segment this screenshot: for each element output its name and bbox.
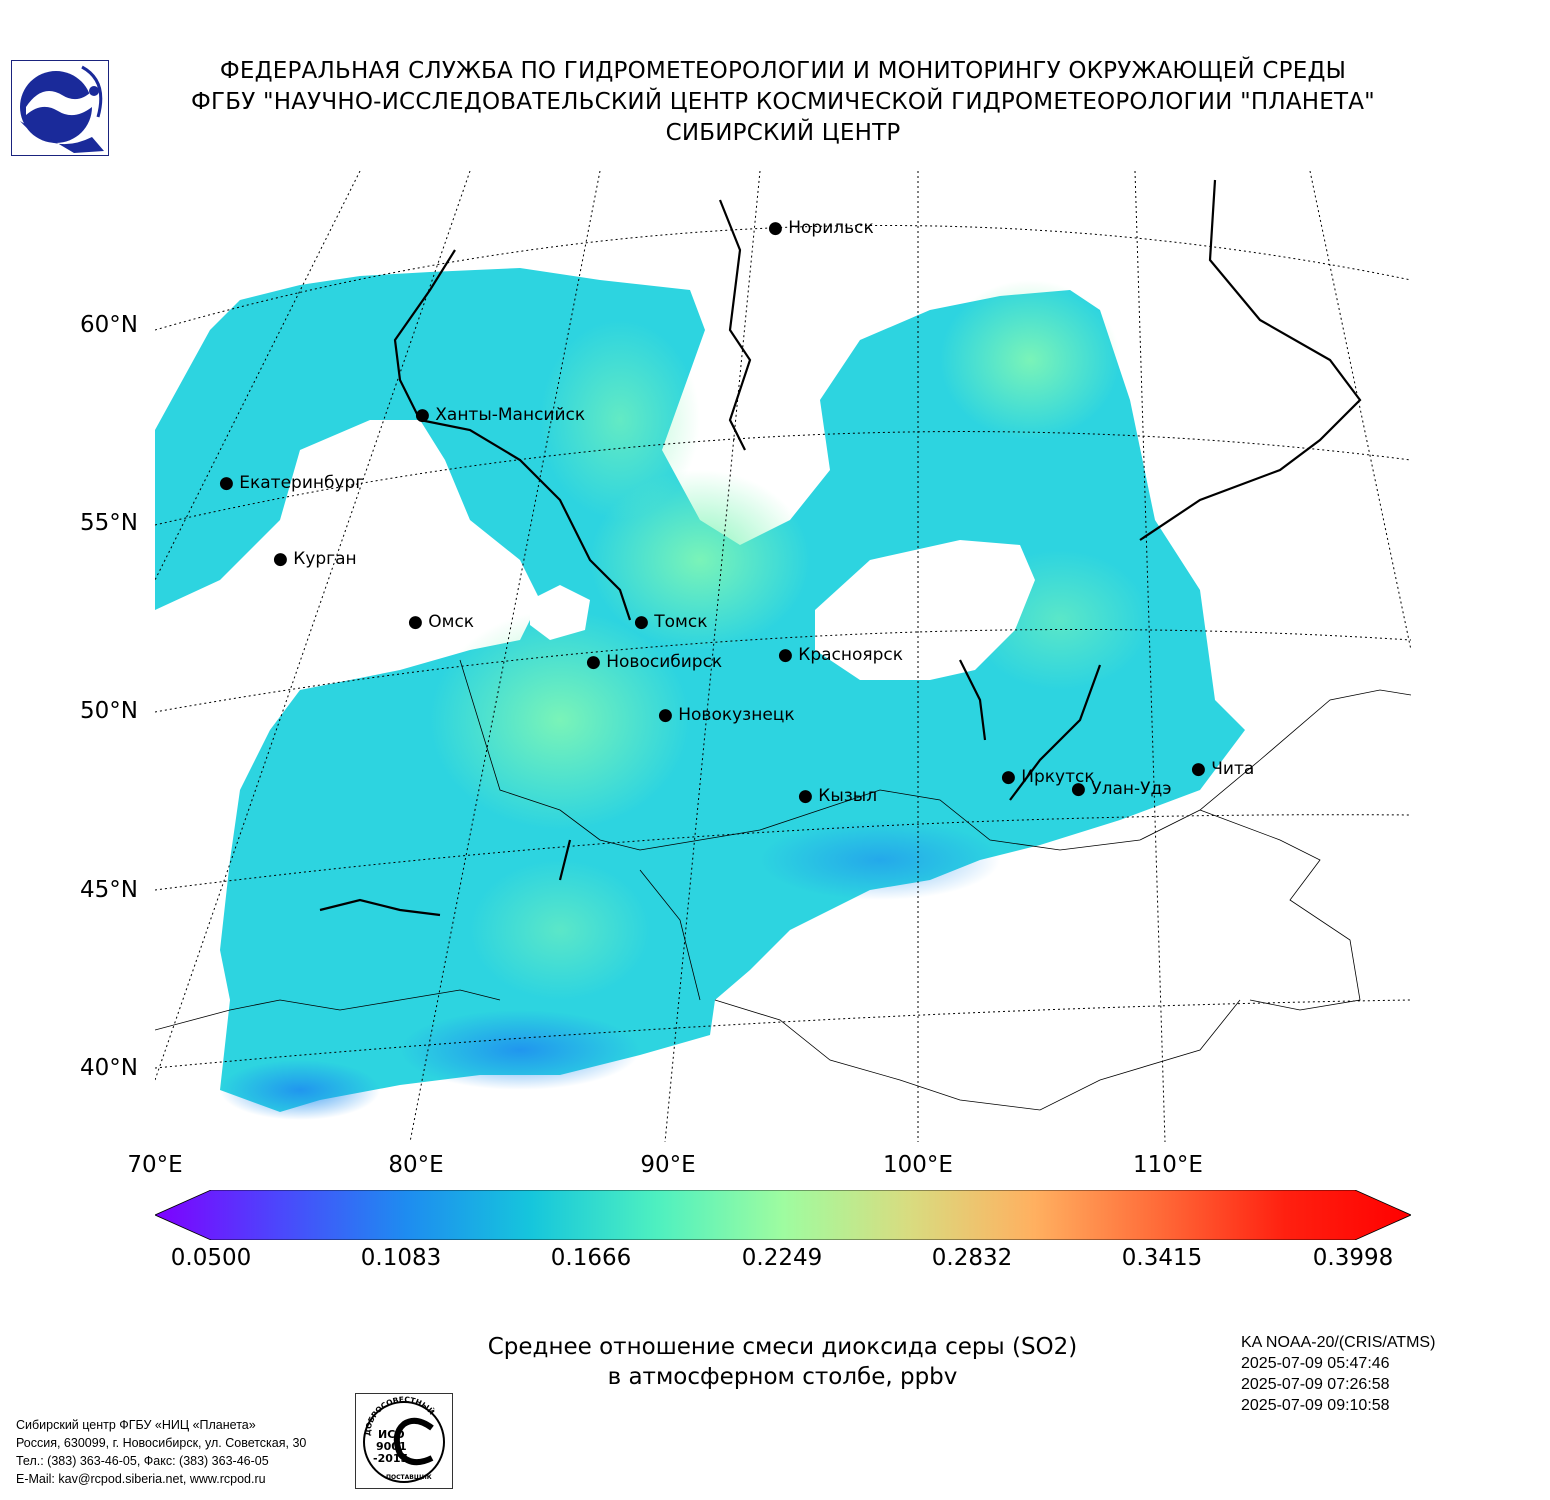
colorbar-tick-4: 0.2832 — [931, 1245, 1013, 1271]
pass-time-2: 2025-07-09 07:26:58 — [1241, 1376, 1390, 1393]
colorbar — [154, 1189, 1412, 1241]
pass-time-3: 2025-07-09 09:10:58 — [1241, 1397, 1390, 1414]
lat-label-45: 45°N — [80, 877, 138, 903]
iso-line-3: -2015 — [373, 1452, 408, 1465]
contact-phone: Тел.: (383) 363-46-05, Факс: (383) 363-4… — [16, 1454, 269, 1468]
contact-info: Сибирский центр ФГБУ «НИЦ «Планета» Росс… — [16, 1416, 306, 1488]
satellite-name: KA NOAA-20/(CRIS/ATMS) — [1241, 1334, 1436, 1351]
city-norilsk: ● Норильск — [768, 218, 874, 238]
map-caption: Среднее отношение смеси диоксида серы (S… — [420, 1332, 1145, 1392]
colorbar-tick-3: 0.2249 — [741, 1245, 823, 1271]
lon-label-80: 80°E — [388, 1152, 444, 1178]
city-kurgan: ● Курган — [273, 549, 357, 569]
contact-address: Россия, 630099, г. Новосибирск, ул. Сове… — [16, 1436, 307, 1450]
city-yekaterinburg: ● Екатеринбург — [219, 473, 365, 493]
iso-badge: ДОБРОСОВЕСТНЫЙ ПОСТАВЩИК ИСО 9001 -2015 — [355, 1393, 453, 1489]
city-novokuznetsk: ● Новокузнецк — [658, 705, 795, 725]
colorbar-tick-1: 0.1083 — [360, 1245, 442, 1271]
colorbar-tick-5: 0.3415 — [1121, 1245, 1203, 1271]
lat-label-55: 55°N — [80, 510, 138, 536]
lon-label-110: 110°E — [1133, 1152, 1203, 1178]
lon-label-100: 100°E — [883, 1152, 953, 1178]
header-line-3: СИБИРСКИЙ ЦЕНТР — [665, 120, 901, 146]
pass-time-1: 2025-07-09 05:47:46 — [1241, 1355, 1390, 1372]
city-irkutsk: ● Иркутск — [1001, 767, 1095, 787]
city-ulan-ude: ● Улан-Удэ — [1071, 779, 1172, 799]
header-line-1: ФЕДЕРАЛЬНАЯ СЛУЖБА ПО ГИДРОМЕТЕОРОЛОГИИ … — [219, 58, 1347, 84]
planeta-logo — [11, 60, 109, 156]
lon-label-90: 90°E — [640, 1152, 696, 1178]
graticule — [155, 171, 1411, 1142]
colorbar-tick-6: 0.3998 — [1312, 1245, 1394, 1271]
colorbar-tick-2: 0.1666 — [550, 1245, 632, 1271]
page-header: ФЕДЕРАЛЬНАЯ СЛУЖБА ПО ГИДРОМЕТЕОРОЛОГИИ … — [130, 56, 1436, 149]
rivers — [319, 179, 1362, 917]
colorbar-tick-0: 0.0500 — [170, 1245, 252, 1271]
satellite-info: KA NOAA-20/(CRIS/ATMS) 2025-07-09 05:47:… — [1241, 1332, 1435, 1416]
contact-org: Сибирский центр ФГБУ «НИЦ «Планета» — [16, 1418, 256, 1432]
city-chita: ● Чита — [1191, 759, 1255, 779]
so2-coverage — [155, 268, 1245, 1120]
lon-label-70: 70°E — [127, 1152, 183, 1178]
city-novosibirsk: ● Новосибирск — [586, 652, 723, 672]
lat-label-60: 60°N — [80, 312, 138, 338]
borders — [155, 659, 1411, 1111]
city-tomsk: ● Томск — [634, 612, 708, 632]
iso-bottom-text: ПОСТАВЩИК — [386, 1474, 432, 1481]
city-krasnoyarsk: ● Красноярск — [778, 645, 904, 665]
iso-line-1: ИСО — [378, 1428, 405, 1441]
lat-label-40: 40°N — [80, 1055, 138, 1081]
caption-line-1: Среднее отношение смеси диоксида серы (S… — [487, 1334, 1078, 1360]
city-khanty-mansiysk: ● Ханты-Мансийск — [415, 405, 586, 425]
lat-label-50: 50°N — [80, 698, 138, 724]
caption-line-2: в атмосферном столбе, ppbv — [607, 1364, 958, 1390]
city-kyzyl: ● Кызыл — [798, 786, 878, 806]
iso-line-2: 9001 — [376, 1440, 407, 1453]
header-line-2: ФГБУ "НАУЧНО-ИССЛЕДОВАТЕЛЬСКИЙ ЦЕНТР КОС… — [191, 89, 1375, 115]
contact-email: E-Mail: kav@rcpod.siberia.net, www.rcpod… — [16, 1472, 266, 1486]
city-omsk: ● Омск — [408, 612, 475, 632]
